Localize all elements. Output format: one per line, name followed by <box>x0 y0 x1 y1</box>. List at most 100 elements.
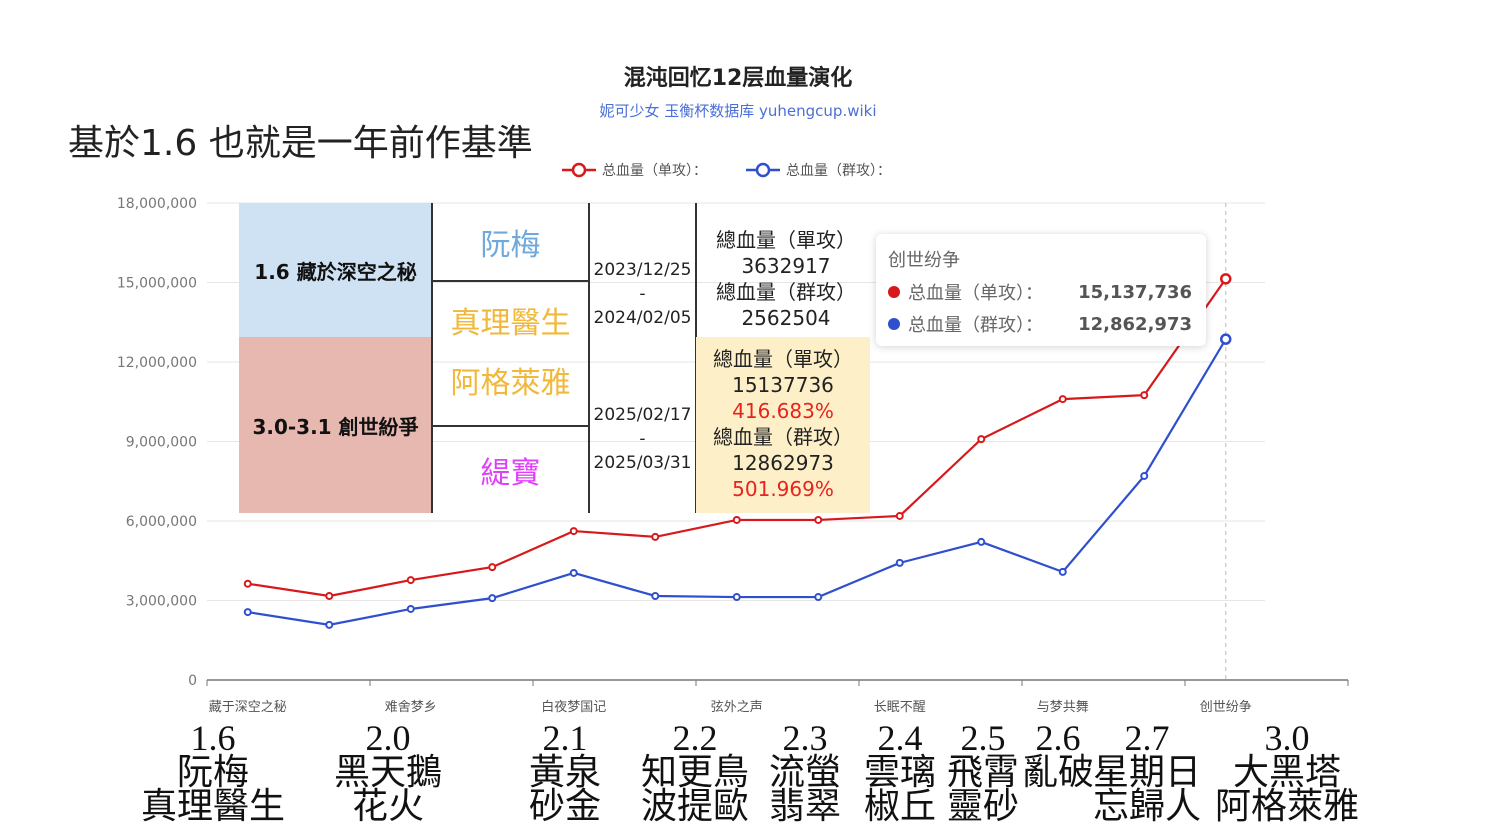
version-v: 2.7 <box>1124 718 1170 758</box>
date-range-1: 2023/12/25 - 2024/02/05 <box>589 258 696 330</box>
version-v: 1.6 <box>190 718 236 758</box>
x-tick-label: 与梦共舞 <box>1037 700 1089 715</box>
data-point <box>895 511 904 520</box>
stat-percent: 501.969% <box>732 477 834 501</box>
char-name: 阮梅 <box>480 228 541 263</box>
version-v: 2.4 <box>877 718 923 758</box>
date-end: 2025/03/31 <box>593 453 692 473</box>
tooltip-row: 总血量（单攻）： 15,137,736 <box>888 279 1192 305</box>
version-l1: 黑天鵝 <box>333 752 443 792</box>
version-l1: 阮梅 <box>176 752 250 792</box>
tooltip-value: 12,862,973 <box>1078 313 1192 335</box>
version-l1: 雲璃 <box>863 752 937 792</box>
data-point <box>977 435 986 444</box>
version-name: 1.6 藏於深空之秘 <box>254 259 417 284</box>
data-point <box>1220 273 1232 285</box>
version-v: 2.3 <box>782 718 828 758</box>
data-point <box>1058 567 1067 576</box>
tooltip-label: 总血量（单攻）： <box>908 283 1043 304</box>
version-v: 2.6 <box>1035 718 1081 758</box>
stat-value: 12862973 <box>732 451 834 475</box>
stat-label: 總血量（群攻） <box>716 280 856 304</box>
y-tick-label: 12,000,000 <box>117 355 197 371</box>
y-tick-label: 3,000,000 <box>126 594 197 610</box>
stat-value: 3632917 <box>741 254 831 278</box>
legend-item-single[interactable]: 总血量（单攻）： <box>562 160 707 180</box>
version-label: 1.6 阮梅 真理醫生 <box>140 718 286 826</box>
divider <box>432 425 589 427</box>
data-point <box>1220 333 1232 345</box>
tooltip-title: 创世纷争 <box>888 250 960 271</box>
version-v: 2.1 <box>542 718 588 758</box>
data-point <box>651 591 660 600</box>
char-name: 真理醫生 <box>450 306 571 341</box>
version-label: 2.5 飛霄 靈砂 <box>947 720 1019 824</box>
version-l1: 流螢 <box>768 752 842 792</box>
x-tick-label: 创世纷争 <box>1200 700 1252 715</box>
baseline-note: 基於1.6 也就是一年前作基準 <box>68 123 533 164</box>
data-point <box>569 568 578 577</box>
data-point <box>895 558 904 567</box>
x-tick-label: 白夜梦国记 <box>541 699 606 715</box>
char-name: 緹寶 <box>480 455 541 491</box>
version-l1: 黃泉 <box>528 752 602 792</box>
stats-1-6: 總血量（單攻） 3632917 總血量（群攻） 2562504 <box>696 227 876 331</box>
version-l1: 亂破 <box>1021 752 1095 792</box>
data-point <box>488 563 497 572</box>
char-cell: 真理醫生 <box>432 295 589 345</box>
chart-tooltip: 创世纷争 总血量（单攻）： 15,137,736 总血量（群攻）： 12,862… <box>876 234 1206 346</box>
chart-subtitle[interactable]: 妮可少女 玉衡杯数据库 yuhengcup.wiki <box>599 102 877 120</box>
char-cell: 阿格萊雅 <box>432 355 589 405</box>
version-label: 2.2 知更鳥 波提歐 <box>640 718 750 826</box>
version-v: 2.2 <box>672 718 718 758</box>
y-tick-label: 0 <box>188 673 197 689</box>
stats-3-0: 總血量（單攻） 15137736 416.683% 總血量（群攻） 128629… <box>696 337 870 513</box>
version-l2: 真理醫生 <box>140 786 286 826</box>
data-point <box>977 537 986 546</box>
version-l2: 椒丘 <box>863 786 937 826</box>
x-tick-label: 弦外之声 <box>711 699 763 715</box>
version-label: 2.0 黑天鵝 花火 <box>333 718 443 826</box>
version-l2: 阿格萊雅 <box>1214 786 1360 826</box>
y-tick-label: 6,000,000 <box>126 514 197 530</box>
divider <box>432 280 589 282</box>
version-l1: 知更鳥 <box>640 752 750 792</box>
date-end: 2024/02/05 <box>593 308 692 328</box>
data-point <box>325 591 334 600</box>
version-l2: 花火 <box>351 786 425 826</box>
version-l2: 波提歐 <box>640 786 750 826</box>
y-tick-label: 9,000,000 <box>126 435 197 451</box>
version-label: 2.1 黃泉 砂金 <box>528 718 602 824</box>
data-point <box>651 532 660 541</box>
version-label: 2.3 流螢 翡翠 <box>768 718 842 826</box>
tooltip-label: 总血量（群攻）： <box>908 315 1043 336</box>
data-point <box>569 527 578 536</box>
data-point <box>814 515 823 524</box>
version-label: 3.0 大黑塔 阿格萊雅 <box>1214 720 1360 826</box>
version-cell-3-0: 3.0-3.1 創世紛爭 <box>239 337 432 513</box>
divider <box>431 203 433 513</box>
legend-label: 总血量（单攻）： <box>602 163 707 179</box>
data-point <box>325 620 334 629</box>
tooltip-row: 总血量（群攻）： 12,862,973 <box>888 311 1192 337</box>
version-l2: 翡翠 <box>768 786 842 826</box>
legend-line-red-icon <box>562 162 596 178</box>
data-point <box>1058 395 1067 404</box>
chart-title: 混沌回忆12层血量演化 <box>623 66 853 91</box>
data-point <box>406 576 415 585</box>
data-point <box>1140 391 1149 400</box>
stat-label: 總血量（單攻） <box>716 228 856 252</box>
stat-value: 2562504 <box>741 306 831 330</box>
x-tick-label: 长眠不醒 <box>874 700 926 715</box>
version-label: 2.6 亂破 <box>1021 718 1095 823</box>
stat-label: 總血量（群攻） <box>713 425 853 449</box>
legend-item-aoe[interactable]: 总血量（群攻）： <box>746 160 891 180</box>
version-v: 2.0 <box>365 718 411 758</box>
data-point <box>488 594 497 603</box>
tooltip-value: 15,137,736 <box>1078 281 1192 303</box>
char-name: 阿格萊雅 <box>450 366 571 401</box>
version-cell-1-6: 1.6 藏於深空之秘 <box>239 203 432 337</box>
version-label: 2.4 雲璃 椒丘 <box>863 718 937 826</box>
version-l2: 忘歸人 <box>1092 786 1202 826</box>
